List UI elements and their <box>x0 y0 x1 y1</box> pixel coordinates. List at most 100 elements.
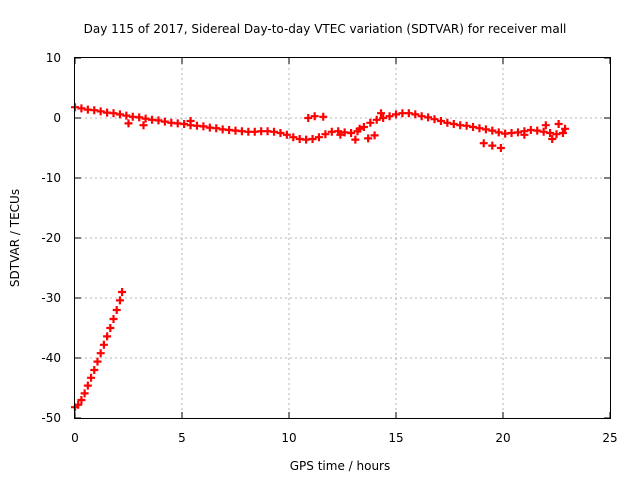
data-point <box>96 107 105 116</box>
x-axis-label: GPS time / hours <box>290 459 391 473</box>
data-point <box>558 129 567 137</box>
data-point <box>355 124 364 133</box>
data-point <box>379 114 388 122</box>
data-point <box>122 111 131 120</box>
data-point <box>319 112 328 121</box>
chart-title: Day 115 of 2017, Sidereal Day-to-day VTE… <box>84 22 567 36</box>
data-point <box>186 117 195 125</box>
x-tick-label: 20 <box>495 431 510 445</box>
data-point <box>392 110 400 119</box>
data-point <box>282 130 291 139</box>
data-point <box>109 109 118 118</box>
data-point <box>118 288 127 296</box>
data-point <box>417 112 426 121</box>
data-point <box>141 114 150 123</box>
data-point <box>90 106 99 115</box>
y-tick-label: -20 <box>41 231 61 245</box>
data-point <box>351 135 360 144</box>
data-point <box>479 139 488 148</box>
data-point <box>276 129 285 137</box>
data-point <box>411 110 420 119</box>
data-point <box>430 115 439 124</box>
data-point <box>314 133 323 142</box>
axis-ticks <box>74 57 611 419</box>
data-points <box>71 103 570 412</box>
x-tick-label: 5 <box>178 431 186 445</box>
data-point <box>539 127 548 136</box>
data-point <box>475 124 484 133</box>
data-point <box>74 400 83 409</box>
x-tick-label: 10 <box>281 431 296 445</box>
data-point <box>87 373 96 382</box>
data-point <box>99 340 108 349</box>
y-tick-label: 0 <box>53 111 61 125</box>
data-point <box>80 389 89 398</box>
data-point <box>546 129 555 137</box>
x-axis-tick-labels: 0 5 10 15 20 25 <box>71 431 617 445</box>
x-tick-label: 15 <box>388 431 403 445</box>
data-point <box>212 124 221 133</box>
data-point <box>488 141 497 150</box>
y-tick-label: -50 <box>41 411 61 425</box>
data-point <box>321 130 330 139</box>
data-point <box>449 120 458 128</box>
data-point <box>135 113 144 122</box>
data-point <box>520 130 529 139</box>
data-point <box>436 117 445 125</box>
data-point <box>443 118 452 127</box>
data-point <box>496 144 505 152</box>
data-point <box>83 381 92 390</box>
series-main-track <box>71 103 567 144</box>
data-point <box>154 116 163 125</box>
data-point <box>533 126 542 135</box>
data-point <box>96 349 105 358</box>
plot-frame <box>74 57 611 419</box>
data-point <box>359 123 368 131</box>
data-point <box>115 296 124 305</box>
data-point <box>488 126 497 135</box>
x-tick-label: 25 <box>602 431 617 445</box>
data-point <box>112 306 121 314</box>
data-point <box>115 110 124 119</box>
data-point <box>180 120 189 128</box>
data-point <box>160 117 169 126</box>
y-axis-tick-labels: 10 0 -10 -20 -30 -40 -50 <box>41 51 61 425</box>
data-point <box>554 120 563 128</box>
data-point <box>494 128 503 137</box>
x-tick-label: 0 <box>71 431 79 445</box>
data-point <box>370 131 379 140</box>
data-point <box>347 129 356 137</box>
data-point <box>481 125 490 134</box>
series-side-fragments <box>124 109 570 152</box>
data-point <box>93 357 102 366</box>
data-point <box>103 332 112 341</box>
data-point <box>372 115 381 124</box>
y-axis-label: SDTVAR / TECUs <box>8 189 22 287</box>
grid <box>75 58 610 418</box>
data-point <box>109 315 118 323</box>
data-point <box>139 121 148 130</box>
data-point <box>385 112 394 121</box>
y-tick-label: -30 <box>41 291 61 305</box>
data-point <box>90 366 99 374</box>
series-initial-ramp <box>71 288 127 412</box>
data-point <box>124 119 133 128</box>
data-point <box>364 134 373 143</box>
data-point <box>77 396 86 404</box>
data-point <box>289 133 298 142</box>
data-point <box>424 113 433 122</box>
data-point <box>310 112 319 121</box>
data-point <box>548 135 557 143</box>
data-point <box>77 104 86 113</box>
data-point <box>552 130 561 139</box>
data-point <box>106 324 115 332</box>
data-point <box>377 109 386 118</box>
data-point <box>561 124 570 133</box>
data-point <box>199 122 208 131</box>
data-point <box>366 118 375 127</box>
data-point <box>469 123 478 131</box>
data-point <box>462 121 471 130</box>
data-point <box>404 109 413 118</box>
data-point <box>541 121 550 130</box>
